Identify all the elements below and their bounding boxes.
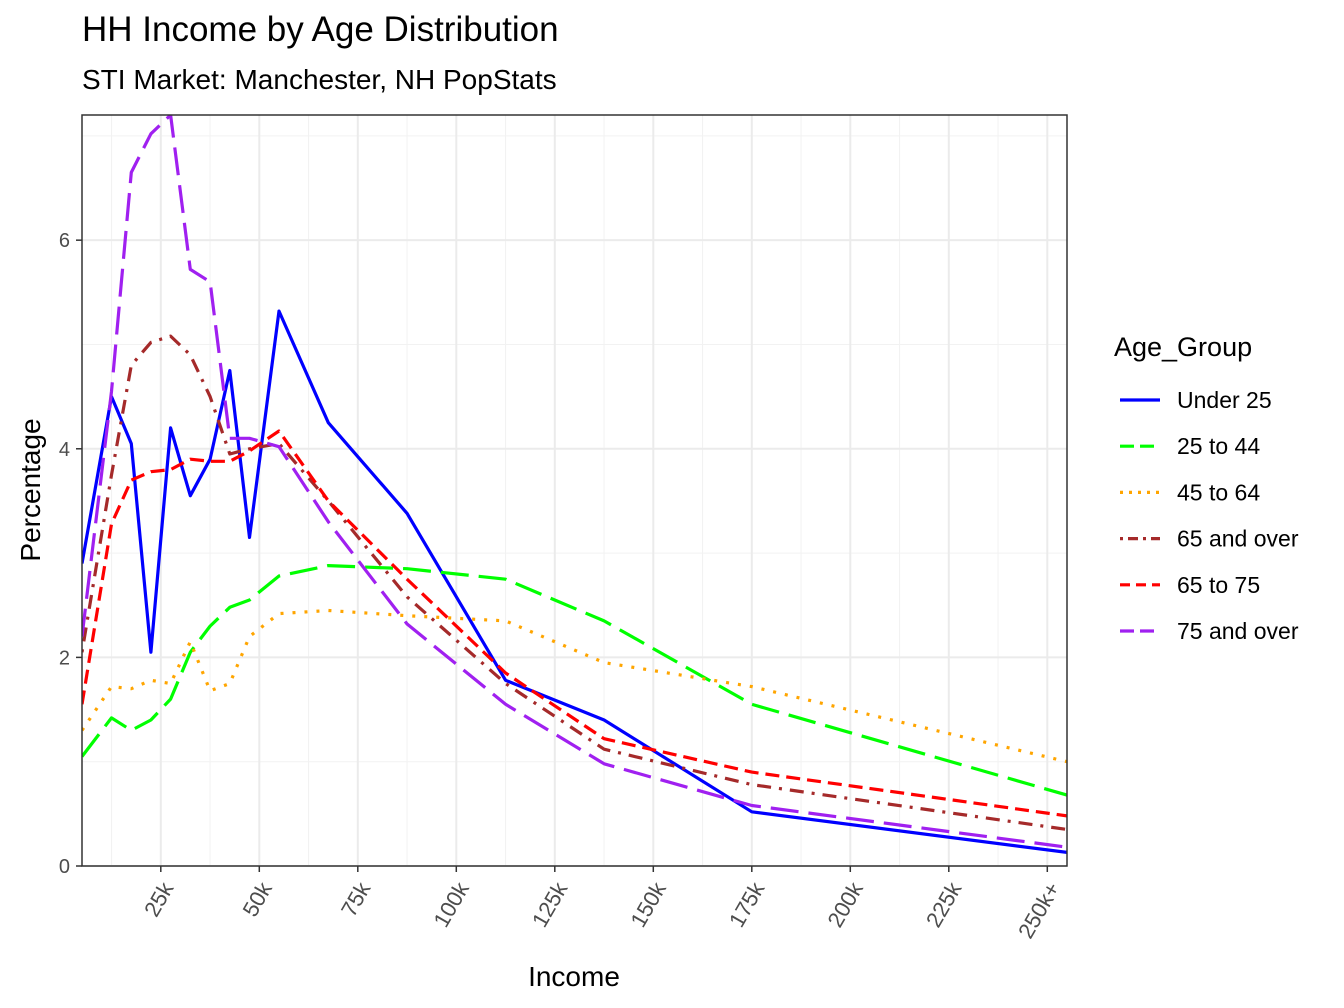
series-line-5 [82, 429, 1067, 818]
legend-label-4: 65 and over [1177, 526, 1299, 552]
y-axis-title: Percentage [15, 418, 46, 561]
legend-label-2: 25 to 44 [1177, 433, 1260, 459]
series-line-6 [82, 115, 1067, 849]
y-tick-label: 0 [59, 856, 70, 878]
legend: Age_Group Under 25 25 to 44 45 to 64 65 and… [1114, 332, 1299, 644]
x-tick-label: 50k [238, 877, 278, 921]
series-line-2 [82, 563, 1067, 797]
x-tick-label: 75k [336, 877, 376, 921]
series-line-3 [82, 608, 1067, 764]
y-tick-label: 4 [59, 439, 70, 461]
y-tick-label: 2 [59, 647, 70, 669]
x-tick-label: 100k [428, 877, 474, 932]
x-tick-label: 200k [822, 877, 868, 932]
x-tick-label: 150k [625, 877, 671, 932]
legend-label-6: 75 and over [1177, 618, 1299, 644]
chart-title: HH Income by Age Distribution [82, 10, 559, 49]
series-layer [82, 115, 1067, 854]
x-tick-label: 175k [724, 877, 770, 932]
x-axis-title: Income [528, 961, 620, 992]
plot-border [81, 114, 1068, 867]
x-axis: 25k 50k 75k 100k 125k 150k 175k 200k 225k 250k+ [139, 866, 1065, 943]
y-tick-label: 6 [59, 230, 70, 252]
x-tick-label: 225k [921, 877, 967, 932]
chart-subtitle: STI Market: Manchester, NH PopStats [82, 64, 557, 95]
series-line-1 [82, 309, 1067, 854]
x-tick-label: 125k [527, 877, 573, 932]
legend-title: Age_Group [1114, 332, 1252, 362]
x-tick-label: 250k+ [1013, 878, 1065, 943]
legend-label-3: 45 to 64 [1177, 479, 1260, 505]
y-axis: 0 2 4 6 [59, 230, 82, 878]
legend-label-1: Under 25 [1177, 387, 1272, 413]
x-tick-label: 25k [139, 877, 179, 921]
legend-label-5: 65 to 75 [1177, 572, 1260, 598]
series-line-4 [82, 334, 1067, 832]
